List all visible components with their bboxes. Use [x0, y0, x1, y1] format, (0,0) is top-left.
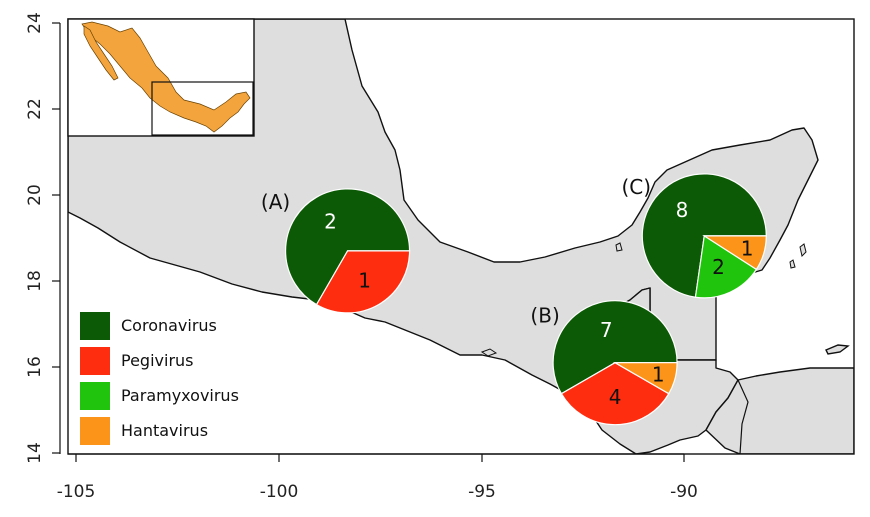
y-tick-label: 14: [25, 442, 45, 464]
pie-value-label: 8: [676, 198, 689, 222]
legend-swatch-hantavirus: [80, 417, 110, 445]
pie-2: 7 4 1 (B): [530, 300, 678, 426]
pie-value-label: 1: [358, 268, 371, 292]
pie-value-label: 2: [712, 255, 725, 279]
x-tick-label: -100: [260, 482, 299, 502]
island: [615, 242, 623, 252]
inset-study-area-box: [151, 81, 254, 136]
island: [799, 243, 807, 257]
island: [789, 259, 796, 269]
inset-map: [67, 18, 255, 137]
legend-label-coronavirus: Coronavirus: [121, 316, 217, 335]
pie-value-label: 2: [324, 209, 337, 233]
x-axis: -105 -100 -95 -90: [57, 453, 698, 502]
legend-label-pegivirus: Pegivirus: [121, 351, 194, 370]
cuba-landmass: [825, 344, 850, 355]
central-america-landmass: [705, 367, 854, 454]
inset-mexico: [81, 21, 251, 133]
pie-slice-hantavirus: [702, 235, 767, 271]
legend: Coronavirus Pegivirus Paramyxovirus Hant…: [80, 312, 239, 445]
y-tick-label: 16: [25, 356, 45, 378]
inset-baja: [83, 25, 119, 81]
y-tick-label: 18: [25, 270, 45, 292]
legend-swatch-coronavirus: [80, 312, 110, 340]
pie-value-label: 1: [741, 236, 754, 260]
y-tick-label: 24: [25, 12, 45, 34]
legend-label-paramyxovirus: Paramyxovirus: [121, 386, 239, 405]
y-tick-label: 22: [25, 98, 45, 120]
y-axis: 14 16 18 20 22 24: [25, 12, 61, 464]
pie-slice-pegivirus: [560, 362, 670, 426]
pie-panel-label: (A): [261, 190, 290, 214]
pie-panel-label: (B): [530, 304, 559, 328]
y-tick-label: 20: [25, 184, 45, 206]
pie-panel-label: (C): [621, 175, 651, 199]
legend-swatch-paramyxovirus: [80, 382, 110, 410]
legend-swatch-pegivirus: [80, 347, 110, 375]
x-tick-label: -95: [468, 482, 496, 502]
pie-3: 8 21 (C): [621, 173, 767, 299]
pie-value-label: 4: [609, 385, 622, 409]
pie-slice-paramyxovirus: [694, 234, 758, 299]
pie-slice-hantavirus: [612, 362, 678, 395]
legend-label-hantavirus: Hantavirus: [121, 421, 208, 440]
pie-slice-pegivirus: [315, 250, 411, 314]
pie-value-label: 1: [652, 362, 665, 386]
island: [480, 348, 498, 357]
pie-slice-coronavirus: [552, 300, 678, 395]
pie-value-label: 7: [600, 318, 613, 342]
x-tick-label: -105: [57, 482, 96, 502]
x-tick-label: -90: [670, 482, 698, 502]
pie-charts: 21(A)741(B)821(C): [261, 173, 767, 426]
pie-slice-coronavirus: [284, 188, 411, 306]
country-border: [737, 379, 749, 454]
pie-1: 2 1 (A): [261, 188, 411, 314]
